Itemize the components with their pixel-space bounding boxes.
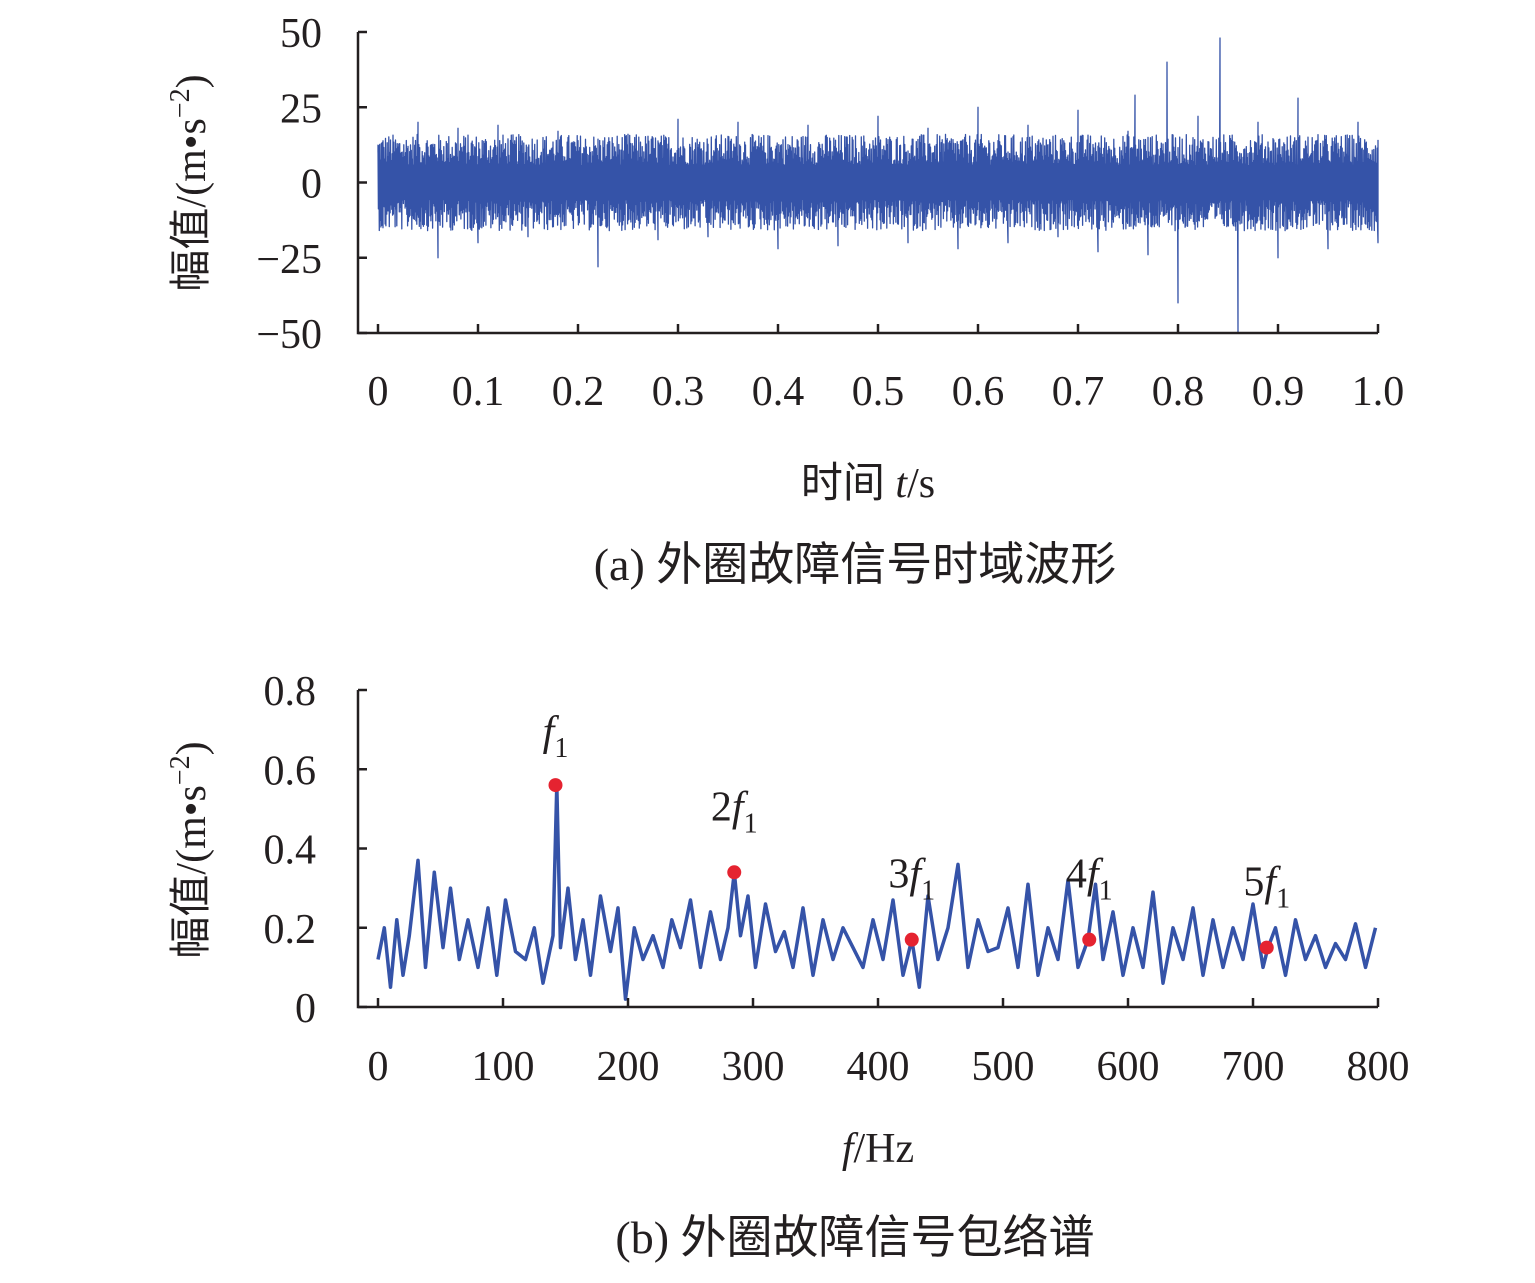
x-tick-label: 0 — [368, 1044, 389, 1090]
panel-b-x-axis-label: f/Hz — [842, 1126, 914, 1172]
x-tick-label: 700 — [1222, 1044, 1285, 1090]
harmonic-marker-dot — [1259, 940, 1274, 955]
y-tick-label: −25 — [256, 237, 322, 283]
panel-b-caption: (b) 外圈故障信号包络谱 — [615, 1212, 1094, 1263]
x-tick-label: 600 — [1097, 1044, 1160, 1090]
panel-a-time-waveform: 0 0.1 0.2 0.3 0.4 0.5 0.6 0.7 0.8 0.9 1.0 −50 −25 0 25… — [165, 11, 1404, 590]
harmonic-marker-label: 4f1 — [1066, 852, 1113, 907]
y-tick-label: 0.6 — [264, 748, 317, 794]
x-tick-label: 400 — [847, 1044, 910, 1090]
x-tick-label: 0.7 — [1052, 369, 1105, 415]
y-tick-label: 0.4 — [264, 828, 317, 874]
panel-a-x-axis-label: 时间 t/s — [801, 461, 935, 507]
harmonic-marker-dot — [727, 865, 742, 880]
panel-a-caption: (a) 外圈故障信号时域波形 — [594, 539, 1117, 590]
x-tick-label: 0.3 — [652, 369, 705, 415]
harmonic-marker-label: 5f1 — [1243, 860, 1290, 915]
panel-a-y-axis-label: 幅值/(m•s−2) — [165, 74, 215, 291]
harmonic-marker-label: f1 — [543, 709, 569, 764]
panel-a-ticks: 0 0.1 0.2 0.3 0.4 0.5 0.6 0.7 0.8 0.9 1.0 −50 −25 0 25… — [256, 11, 1404, 415]
x-tick-label: 0.6 — [952, 369, 1005, 415]
x-tick-label: 800 — [1347, 1044, 1410, 1090]
harmonic-marker-dot — [1082, 932, 1097, 947]
y-tick-label: 0.2 — [264, 907, 317, 953]
y-tick-label: −50 — [256, 312, 322, 358]
harmonic-marker-dot — [548, 778, 563, 793]
x-tick-label: 500 — [972, 1044, 1035, 1090]
harmonic-marker-dot — [904, 932, 919, 947]
x-tick-label: 0.9 — [1252, 369, 1305, 415]
time-waveform-series — [377, 37, 1379, 334]
x-tick-label: 200 — [597, 1044, 660, 1090]
x-tick-label: 0.5 — [852, 369, 905, 415]
y-tick-label: 50 — [280, 11, 322, 57]
envelope-spectrum-series — [376, 783, 1378, 1001]
x-tick-label: 100 — [472, 1044, 535, 1090]
x-tick-label: 0.1 — [452, 369, 505, 415]
panel-b-ticks: 0 100 200 300 400 500 600 700 800 0 0.2 0.4 0.6 0.8 — [264, 669, 1410, 1090]
y-tick-label: 0.8 — [264, 669, 317, 715]
x-tick-label: 1.0 — [1352, 369, 1405, 415]
x-tick-label: 0.8 — [1152, 369, 1205, 415]
harmonic-marker-label: 3f1 — [888, 852, 935, 907]
x-tick-label: 300 — [722, 1044, 785, 1090]
y-tick-label: 0 — [295, 986, 316, 1032]
panel-b-harmonic-markers: f1 2f1 3f1 4f1 5f1 — [543, 709, 1290, 955]
harmonic-marker-label: 2f1 — [711, 784, 758, 839]
x-tick-label: 0.4 — [752, 369, 805, 415]
y-tick-label: 0 — [301, 162, 322, 208]
panel-b-envelope-spectrum: 0 100 200 300 400 500 600 700 800 0 0.2 0.4 0.6 0.8 f… — [165, 669, 1410, 1263]
x-tick-label: 0.2 — [552, 369, 605, 415]
panel-b-y-axis-label: 幅值/(m•s−2) — [165, 741, 215, 958]
x-tick-label: 0 — [368, 369, 389, 415]
y-tick-label: 25 — [280, 86, 322, 132]
